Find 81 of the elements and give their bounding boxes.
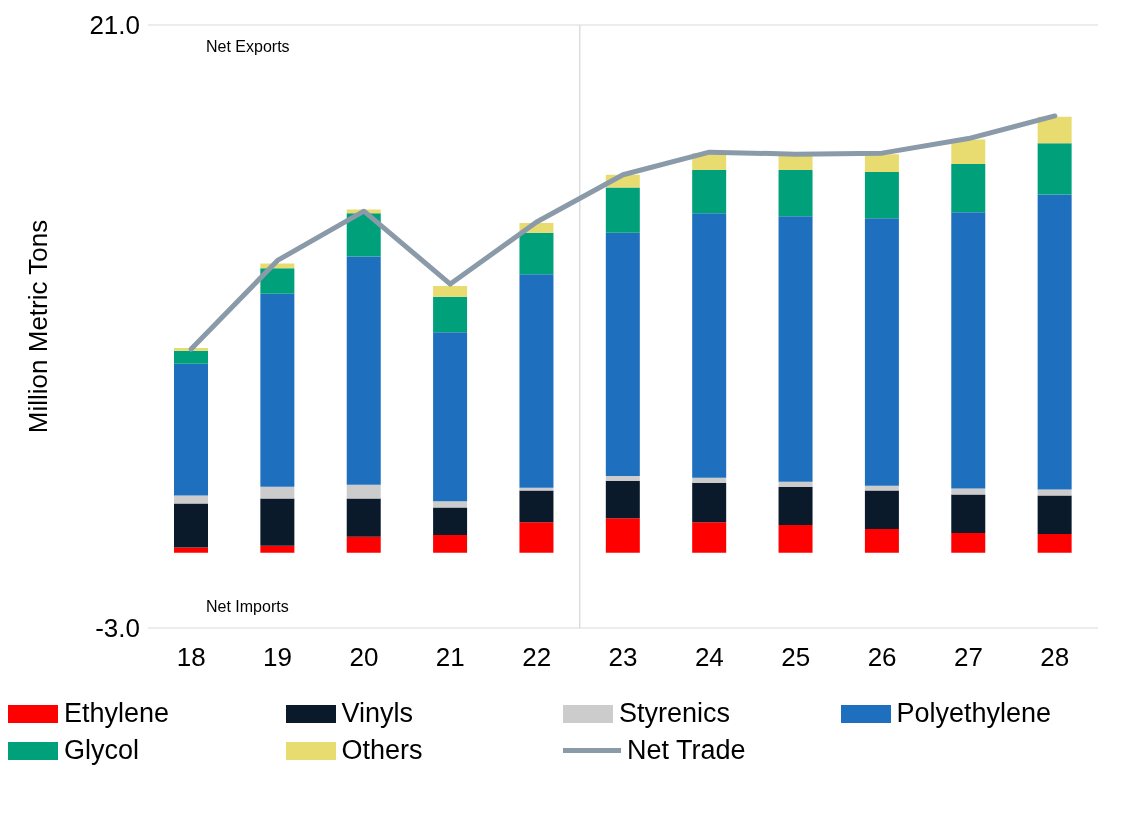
bar	[260, 498, 295, 546]
bar	[519, 490, 554, 523]
bar	[519, 232, 554, 275]
bar	[692, 169, 727, 214]
bar	[951, 212, 986, 489]
bar	[1037, 489, 1072, 496]
bar	[1037, 495, 1072, 535]
bar	[433, 286, 468, 297]
x-tick-label: 20	[349, 642, 379, 673]
bar	[260, 545, 295, 553]
bar	[433, 501, 468, 508]
bar	[260, 293, 295, 487]
annotation: Net Imports	[206, 598, 289, 616]
bar	[605, 232, 640, 476]
x-tick-label: 24	[694, 642, 724, 673]
bar	[433, 296, 468, 333]
bar	[951, 533, 986, 553]
bar	[692, 482, 727, 523]
x-tick-label: 21	[435, 642, 465, 673]
y-axis-title: Million Metric Tons	[23, 219, 54, 434]
bar	[605, 187, 640, 233]
bar	[864, 218, 899, 486]
y-tick-label: 21.0	[89, 10, 140, 41]
bar	[778, 216, 813, 482]
bar	[174, 503, 208, 548]
legend-label: Vinyls	[341, 698, 414, 729]
bar	[174, 495, 208, 504]
bar	[1037, 143, 1072, 195]
bar	[951, 488, 986, 495]
bar	[778, 486, 813, 525]
x-tick-label: 22	[522, 642, 552, 673]
bar	[692, 477, 727, 483]
bar	[346, 256, 381, 485]
bar	[778, 481, 813, 487]
y-tick-label: -3.0	[95, 613, 140, 644]
bar	[605, 518, 640, 553]
legend-label: Polyethylene	[896, 698, 1052, 729]
annotation: Net Exports	[206, 38, 290, 56]
x-tick-label: 27	[953, 642, 983, 673]
legend-label: Ethylene	[64, 698, 170, 729]
bar	[174, 350, 208, 364]
bar	[864, 485, 899, 491]
bar	[519, 487, 554, 491]
bar	[260, 268, 295, 294]
x-tick-label: 28	[1040, 642, 1070, 673]
bar	[346, 536, 381, 553]
bar	[519, 274, 554, 488]
bar	[864, 529, 899, 553]
bar	[1037, 116, 1072, 144]
bar	[864, 490, 899, 530]
bar	[605, 475, 640, 481]
bar	[692, 522, 727, 553]
legend-label: Others	[341, 735, 423, 766]
x-tick-label: 19	[263, 642, 293, 673]
bar	[519, 522, 554, 553]
bar	[260, 486, 295, 499]
bar	[692, 213, 727, 478]
bar	[174, 547, 208, 553]
bar	[433, 332, 468, 502]
legend-label: Styrenics	[619, 698, 731, 729]
x-tick-label: 23	[608, 642, 638, 673]
bar	[778, 524, 813, 553]
bar	[951, 163, 986, 213]
bar	[951, 494, 986, 534]
legend-label: Glycol	[64, 735, 140, 766]
x-tick-label: 18	[176, 642, 206, 673]
bar	[951, 139, 986, 164]
bar	[864, 154, 899, 172]
bar	[433, 535, 468, 553]
bar	[605, 480, 640, 519]
bar	[433, 507, 468, 536]
x-tick-label: 25	[781, 642, 811, 673]
bar	[778, 169, 813, 217]
legend-label: Net Trade	[627, 735, 746, 766]
bar	[174, 363, 208, 496]
bar	[1037, 534, 1072, 553]
x-tick-label: 26	[867, 642, 897, 673]
bar	[346, 498, 381, 537]
bar	[1037, 194, 1072, 490]
bar	[864, 171, 899, 219]
bar	[346, 484, 381, 499]
